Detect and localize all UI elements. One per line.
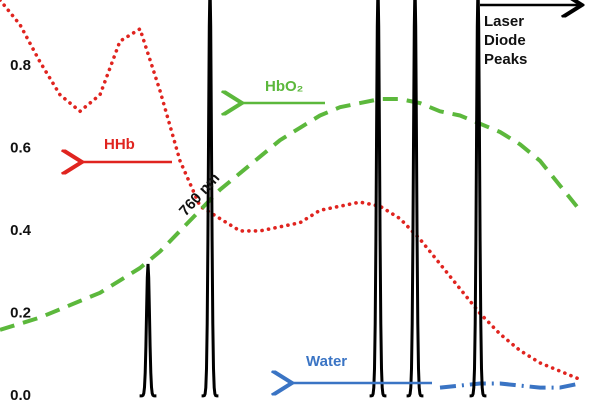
laser-peak (201, 0, 219, 398)
y-tick-label: 0.0 (10, 387, 31, 400)
water-label: Water (306, 353, 347, 370)
y-tick-label: 0.8 (10, 57, 31, 74)
y-tick-label: 0.4 (10, 222, 32, 239)
series-line (0, 97, 582, 332)
series-line (439, 381, 581, 390)
hbo2-label: HbO₂ (265, 78, 303, 95)
series-line (0, 0, 582, 382)
y-tick-label: 0.6 (10, 139, 31, 156)
laser-peak (469, 0, 487, 398)
laser-peak (139, 263, 157, 398)
laser-label: Laser Diode Peaks (484, 13, 528, 68)
hhb-label: HHb (104, 136, 135, 153)
wavelength-annotation: 760 nm (176, 170, 223, 220)
y-tick-label: 0.2 (10, 304, 31, 321)
laser-peak (406, 0, 424, 398)
laser-peak (369, 0, 387, 398)
